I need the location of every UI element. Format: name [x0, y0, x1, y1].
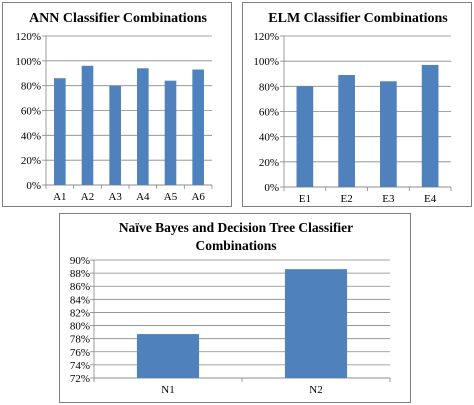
- ann-bar-a6: [192, 69, 204, 185]
- ann-y-tick-label: 120%: [15, 31, 41, 43]
- nb-dt-chart-title-line-2: Combinations: [195, 238, 276, 253]
- nb-dt-y-tick-label: 80%: [70, 321, 90, 333]
- nb-dt-y-tick-label: 74%: [70, 360, 90, 372]
- ann-y-tick-label: 40%: [21, 130, 41, 142]
- elm-y-tick-label: 20%: [259, 157, 279, 169]
- elm-chart: ELM Classifier Combinations 0% 20% 40% 60% 80…: [253, 11, 452, 205]
- elm-y-tick-label: 0%: [264, 182, 279, 194]
- elm-y-tick-label: 100%: [253, 56, 279, 68]
- ann-chart: ANN Classifier Combinations 0% 20% 40% 60% 80…: [15, 11, 213, 203]
- ann-chart-title: ANN Classifier Combinations: [29, 11, 207, 26]
- nb-dt-chart: Naïve Bayes and Decision Tree Classifier…: [70, 220, 391, 396]
- nb-dt-y-tick-label: 86%: [70, 281, 90, 293]
- nb-dt-y-tick-label: 78%: [70, 334, 90, 346]
- elm-bar-e4: [421, 64, 439, 187]
- nb-dt-x-tick-label: N1: [161, 384, 174, 396]
- elm-bar-e2: [338, 75, 355, 187]
- nb-dt-y-tick-label: 82%: [70, 307, 90, 319]
- nb-dt-bar-n2: [284, 269, 348, 378]
- nb-dt-x-tick-label: N2: [309, 384, 322, 396]
- ann-x-tick-label: A2: [81, 191, 94, 203]
- elm-x-tick-label: E2: [341, 193, 353, 205]
- ann-bar-a2: [81, 65, 94, 185]
- nb-dt-y-tick-label: 76%: [70, 347, 90, 359]
- ann-bar-a5: [164, 80, 177, 185]
- ann-y-tick-label: 100%: [15, 56, 41, 68]
- nb-dt-bar-n1: [136, 334, 200, 378]
- elm-y-tick-label: 40%: [259, 132, 279, 144]
- ann-x-tick-label: A6: [191, 191, 205, 203]
- ann-bar-a1: [54, 78, 66, 185]
- ann-x-tick-label: A3: [108, 191, 122, 203]
- elm-y-tick-label: 60%: [259, 107, 279, 119]
- nb-dt-chart-title-line-1: Naïve Bayes and Decision Tree Classifier: [119, 220, 353, 235]
- elm-bar-e1: [296, 86, 314, 187]
- ann-chart-panel: ANN Classifier Combinations 0% 20% 40% 60% 80…: [2, 2, 232, 207]
- ann-bar-a3: [109, 85, 121, 185]
- ann-y-tick-label: 60%: [21, 106, 41, 118]
- elm-chart-panel: ELM Classifier Combinations 0% 20% 40% 60% 80…: [242, 2, 472, 207]
- ann-y-tick-label: 0%: [26, 180, 41, 192]
- nb-dt-y-tick-label: 88%: [70, 268, 90, 280]
- elm-chart-title: ELM Classifier Combinations: [268, 11, 448, 26]
- elm-x-tick-label: E1: [299, 193, 311, 205]
- elm-x-tick-label: E3: [382, 193, 395, 205]
- ann-bar-a4: [137, 68, 149, 185]
- nb-dt-y-tick-label: 72%: [70, 373, 90, 385]
- ann-y-tick-label: 80%: [21, 81, 41, 93]
- ann-x-tick-label: A4: [136, 191, 150, 203]
- ann-x-tick-label: A5: [164, 191, 178, 203]
- elm-x-tick-label: E4: [424, 193, 437, 205]
- ann-x-tick-label: A1: [53, 191, 66, 203]
- nb-dt-y-tick-label: 84%: [70, 294, 90, 306]
- elm-bar-e3: [380, 81, 397, 187]
- nb-dt-chart-panel: Naïve Bayes and Decision Tree Classifier…: [59, 213, 411, 403]
- elm-y-tick-label: 120%: [253, 31, 279, 43]
- elm-y-tick-label: 80%: [259, 81, 279, 93]
- nb-dt-y-tick-label: 90%: [70, 255, 90, 267]
- ann-y-tick-label: 20%: [21, 155, 41, 167]
